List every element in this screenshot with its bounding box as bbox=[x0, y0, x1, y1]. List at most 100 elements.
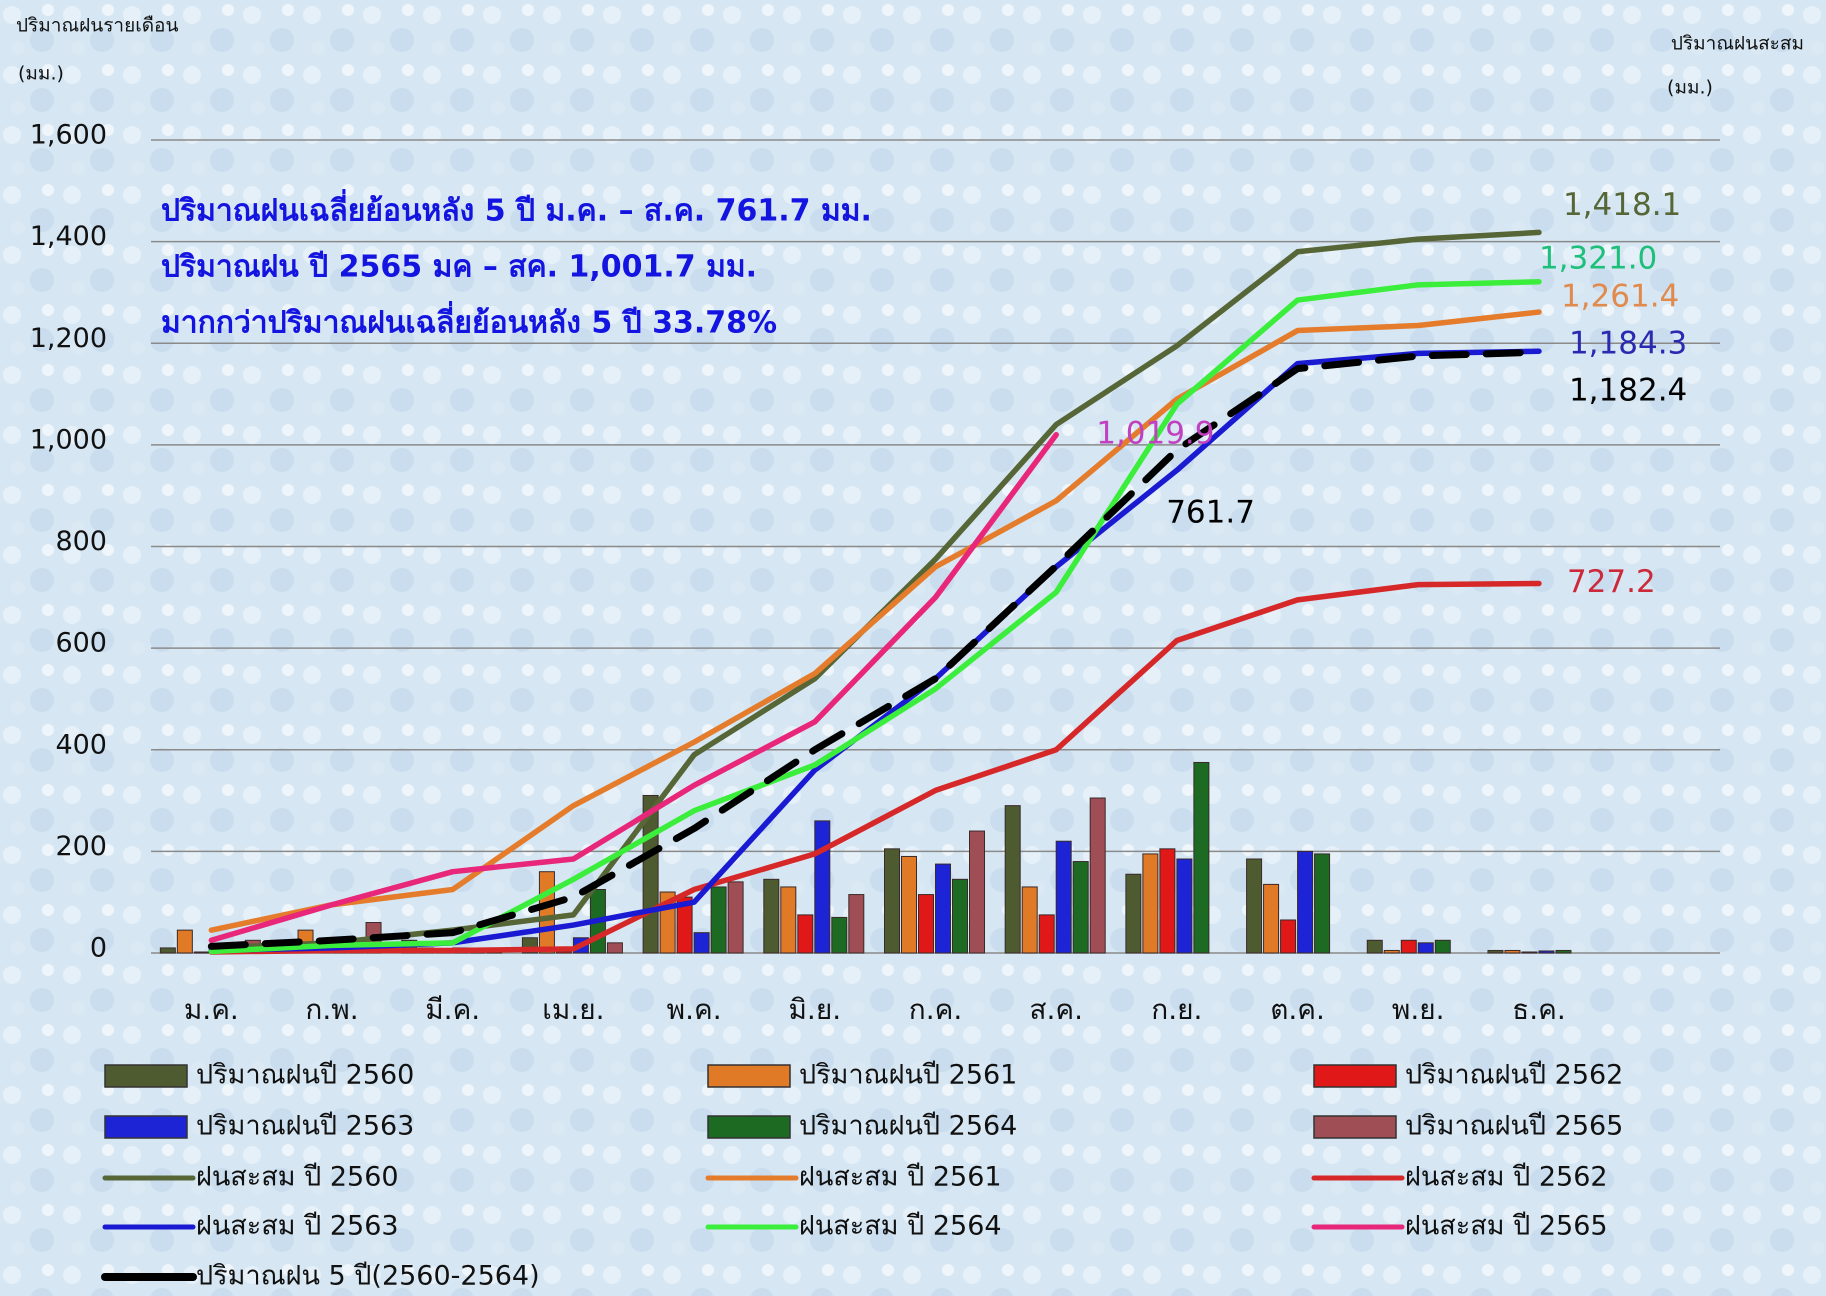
x-tick-label: พ.ค. bbox=[667, 993, 722, 1026]
x-tick-label: มี.ค. bbox=[425, 993, 480, 1026]
bar bbox=[1521, 951, 1538, 954]
x-tick-label: ก.พ. bbox=[305, 993, 358, 1026]
bar bbox=[1159, 848, 1176, 954]
bar bbox=[1193, 761, 1210, 954]
bar bbox=[814, 820, 831, 954]
bar bbox=[1263, 883, 1280, 954]
y-axis-unit: (มม.) bbox=[18, 63, 64, 85]
bar bbox=[176, 929, 193, 954]
x-tick-label: พ.ย. bbox=[1392, 993, 1445, 1026]
bars bbox=[159, 761, 1572, 954]
legend-label: ฝนสะสม ปี 2561 bbox=[799, 1162, 1002, 1193]
bar bbox=[159, 947, 176, 954]
bar bbox=[1297, 850, 1314, 954]
y-tick-label: 1,400 bbox=[30, 221, 107, 252]
value-label: 1,019.9 bbox=[1096, 415, 1214, 451]
bar bbox=[763, 878, 780, 954]
annotation: ปริมาณฝน ปี 2565 มค – สค. 1,001.7 มม. bbox=[161, 250, 757, 285]
bar bbox=[1400, 939, 1417, 954]
value-label: 1,261.4 bbox=[1561, 279, 1679, 315]
value-label: 1,418.1 bbox=[1563, 187, 1681, 223]
legend-swatch bbox=[104, 1064, 188, 1088]
bar bbox=[727, 881, 744, 954]
legend-label: ฝนสะสม ปี 2563 bbox=[196, 1211, 399, 1242]
line-series bbox=[208, 432, 1059, 944]
x-tick-label: ก.ค. bbox=[909, 993, 962, 1026]
y-tick-label: 1,000 bbox=[30, 424, 107, 455]
bar bbox=[952, 878, 968, 954]
x-tick-label: ต.ค. bbox=[1270, 993, 1325, 1026]
y-tick-label: 600 bbox=[55, 628, 107, 659]
legend-label: ฝนสะสม ปี 2560 bbox=[196, 1162, 399, 1193]
y-tick-label: 400 bbox=[55, 729, 107, 760]
legend-label: ปริมาณฝนปี 2562 bbox=[1405, 1060, 1623, 1091]
legend-swatch bbox=[1313, 1064, 1397, 1088]
y-tick-label: 800 bbox=[55, 526, 107, 557]
value-label: 1,182.4 bbox=[1569, 373, 1687, 409]
bar bbox=[1089, 797, 1106, 954]
y-tick-label: 1,600 bbox=[30, 120, 107, 151]
y-tick-label: 200 bbox=[55, 831, 107, 862]
bar bbox=[848, 894, 865, 954]
legend: ปริมาณฝนปี 2560 ปริมาณฝนปี 2561 ปริมาณฝนปี… bbox=[101, 1060, 1623, 1292]
bar bbox=[1072, 861, 1089, 954]
bar bbox=[538, 871, 555, 954]
bar bbox=[1038, 914, 1055, 954]
x-tick-label: ม.ค. bbox=[184, 993, 239, 1026]
lines bbox=[207, 229, 1543, 955]
y-axis-title: ปริมาณฝนรายเดือน bbox=[16, 15, 178, 37]
bar bbox=[969, 830, 985, 954]
line-series bbox=[207, 348, 1543, 950]
legend-swatch bbox=[104, 1115, 188, 1139]
legend-swatch bbox=[1313, 1115, 1397, 1139]
value-label: 761.7 bbox=[1166, 494, 1255, 530]
bar bbox=[1366, 939, 1383, 954]
y-tick-label: 1,200 bbox=[30, 323, 107, 354]
x-tick-label: ธ.ค. bbox=[1512, 993, 1566, 1026]
bar bbox=[935, 863, 951, 954]
line-series bbox=[208, 309, 1542, 933]
bar bbox=[918, 894, 934, 954]
bar bbox=[831, 916, 848, 954]
bar bbox=[1142, 853, 1159, 954]
legend-label: ฝนสะสม ปี 2564 bbox=[799, 1211, 1002, 1242]
bar bbox=[1538, 950, 1555, 954]
bar bbox=[797, 914, 814, 954]
bar bbox=[884, 848, 900, 954]
y2-axis-unit: (มม.) bbox=[1667, 77, 1713, 99]
legend-label: ปริมาณฝนปี 2564 bbox=[799, 1111, 1017, 1142]
x-tick-label: ส.ค. bbox=[1029, 993, 1083, 1026]
bar bbox=[710, 886, 727, 954]
line-series bbox=[208, 580, 1542, 955]
legend-label: ปริมาณฝนปี 2563 bbox=[196, 1111, 414, 1142]
value-label: 1,184.3 bbox=[1569, 326, 1687, 362]
bar bbox=[606, 942, 623, 954]
bar bbox=[1417, 942, 1434, 954]
bar bbox=[780, 886, 797, 954]
bar bbox=[1055, 840, 1072, 954]
bar bbox=[693, 932, 710, 954]
y-tick-label: 0 bbox=[90, 933, 107, 964]
labels: 1,418.1 1,261.4 727.2 1,184.3 1,321.0 1,019.9… bbox=[1096, 187, 1687, 600]
legend-swatch bbox=[707, 1064, 791, 1088]
legend-label: ปริมาณฝน 5 ปี(2560-2564) bbox=[196, 1261, 540, 1292]
bar bbox=[1383, 949, 1400, 954]
bar bbox=[1555, 949, 1572, 954]
x-tick-label: ก.ย. bbox=[1151, 993, 1202, 1026]
legend-label: ปริมาณฝนปี 2565 bbox=[1405, 1111, 1623, 1142]
value-label: 727.2 bbox=[1567, 564, 1656, 600]
annotation: ปริมาณฝนเฉลี่ยย้อนหลัง 5 ปี ม.ค. – ส.ค. … bbox=[161, 189, 872, 229]
bar bbox=[1246, 858, 1263, 954]
x-tick-label: เม.ย. bbox=[542, 993, 604, 1026]
legend-swatch bbox=[707, 1115, 791, 1139]
bar bbox=[1125, 873, 1142, 954]
y2-axis-title: ปริมาณฝนสะสม bbox=[1671, 33, 1804, 55]
legend-label: ฝนสะสม ปี 2562 bbox=[1405, 1162, 1608, 1193]
bar bbox=[1504, 949, 1521, 954]
legend-label: ปริมาณฝนปี 2560 bbox=[196, 1060, 414, 1091]
bar bbox=[1021, 886, 1038, 954]
bar bbox=[1176, 858, 1193, 954]
annotation: มากกว่าปริมาณฝนเฉลี่ยย้อนหลัง 5 ปี 33.78… bbox=[161, 301, 777, 341]
bar bbox=[1434, 939, 1451, 954]
